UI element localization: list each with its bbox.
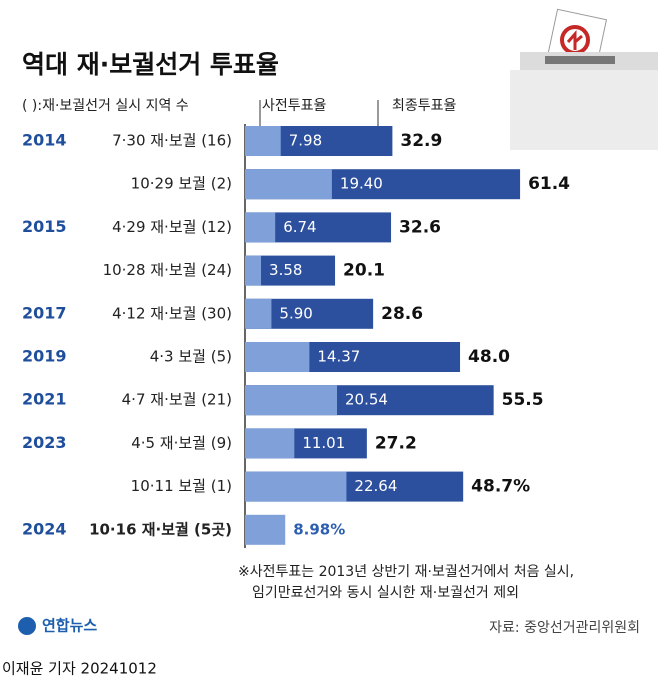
category-label: 10·11 보궐 (1) [131,477,232,495]
early-bar [245,169,332,200]
early-value-label: 22.64 [354,477,397,495]
year-label: 2024 [22,519,67,538]
early-bar [245,298,272,329]
final-value-label: 55.5 [502,390,544,410]
early-value-label: 14.37 [317,348,360,366]
category-label: 10·29 보궐 (2) [131,175,232,193]
final-value-label: 61.4 [528,174,570,194]
early-bar [245,428,295,459]
subtitle: ( ):재·보궐선거 실시 지역 수 [22,98,189,114]
early-bar [245,212,276,243]
ballot-box-icon [510,8,658,150]
logo-mark [18,617,36,635]
chart-title: 역대 재·보궐선거 투표율 [22,50,279,79]
note: ※사전투표는 2013년 상반기 재·보궐선거에서 처음 실시, [238,564,574,580]
category-label: 7·30 재·보궐 (16) [112,132,232,150]
final-value-label: 32.6 [399,217,441,237]
logo: 연합뉴스 [42,617,97,635]
early-value-label: 11.01 [302,434,345,452]
year-label: 2017 [22,303,67,322]
category-label: 4·12 재·보궐 (30) [112,304,232,322]
early-bar [245,385,338,416]
final-value-label: 32.9 [400,131,442,151]
early-value-label: 5.90 [279,304,312,322]
final-value-label: 48.0 [468,347,510,367]
early-bar [245,471,347,502]
category-label: 4·5 재·보궐 (9) [131,434,232,452]
early-bar [245,514,286,545]
category-label: 10·28 재·보궐 (24) [103,261,232,279]
year-label: 2015 [22,217,67,236]
early-value-label: 8.98% [293,520,345,538]
early-value-label: 20.54 [345,391,388,409]
final-value-label: 48.7% [471,477,530,497]
year-label: 2019 [22,347,67,366]
year-label: 2014 [22,131,67,150]
early-bar [245,342,310,372]
category-label: 4·7 재·보궐 (21) [122,391,232,409]
category-label: 10·16 재·보궐 (5곳) [89,520,232,538]
final-value-label: 20.1 [343,261,385,281]
category-label: 4·3 보궐 (5) [150,348,232,366]
legend-label: 최종투표율 [392,98,457,114]
legend-label: 사전투표율 [262,98,327,114]
credit: 이재윤 기자 20241012 [2,660,157,678]
category-label: 4·29 재·보궐 (12) [112,218,232,236]
early-value-label: 6.74 [283,218,316,236]
note: 임기만료선거와 동시 실시한 재·보궐선거 제외 [252,585,519,601]
year-label: 2021 [22,390,67,409]
early-value-label: 7.98 [289,132,322,150]
final-value-label: 28.6 [381,304,423,324]
early-bar [245,126,281,156]
early-value-label: 19.40 [340,175,383,193]
source: 자료: 중앙선거관리위원회 [489,620,640,636]
year-label: 2023 [22,433,67,452]
early-value-label: 3.58 [269,261,302,279]
early-bar [245,255,262,286]
final-value-label: 27.2 [375,433,417,453]
